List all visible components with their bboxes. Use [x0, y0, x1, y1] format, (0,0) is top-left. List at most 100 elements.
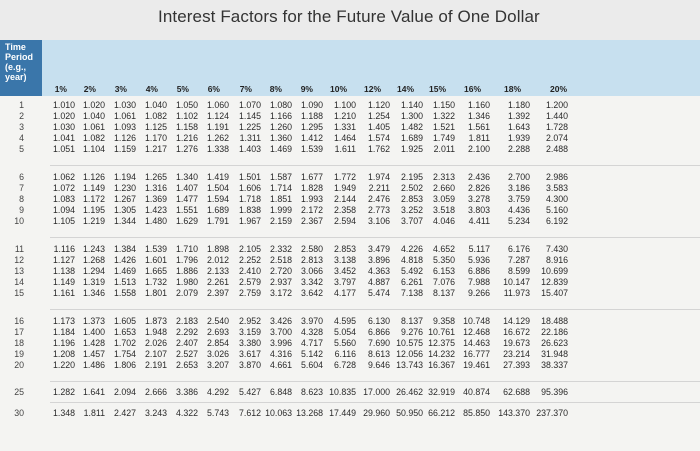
- factor-cell: 3.278: [467, 194, 490, 204]
- factor-cell: 8.623: [300, 387, 323, 397]
- factor-cell: 1.083: [52, 194, 75, 204]
- factor-cell: 1.200: [545, 100, 568, 110]
- factor-cell: 1.170: [144, 133, 167, 143]
- factor-cell: 1.521: [432, 122, 455, 132]
- factor-cell: 3.996: [269, 338, 292, 348]
- factor-cell: 1.811: [83, 408, 105, 418]
- factor-cell: 3.452: [333, 266, 356, 276]
- factor-cell: 3.106: [367, 216, 390, 226]
- factor-cell: 1.149: [52, 277, 75, 287]
- factor-cell: 1.762: [367, 144, 390, 154]
- factor-cell: 1.749: [432, 133, 455, 143]
- table-row: 17 1.184 1.400 1.653 1.948 2.292 2.693 3.159 3.7…: [0, 327, 700, 338]
- factor-cell: 2.397: [206, 288, 229, 298]
- factor-cell: 3.759: [507, 194, 530, 204]
- factor-cell: 10.835: [329, 387, 356, 397]
- factor-cell: 1.126: [113, 133, 136, 143]
- column-header: 1%: [54, 84, 67, 94]
- period-cell: 25: [14, 387, 24, 397]
- factor-cell: 22.186: [541, 327, 568, 337]
- factor-cell: 4.046: [432, 216, 455, 226]
- table-row: 25 1.282 1.641 2.094 2.666 3.386 4.292 5.427 6.8…: [0, 387, 700, 398]
- factor-cell: 1.020: [82, 100, 105, 110]
- factor-cell: 1.689: [400, 133, 423, 143]
- factor-cell: 2.700: [507, 172, 530, 182]
- factor-cell: 1.127: [52, 255, 75, 265]
- group-separator: [50, 237, 700, 238]
- factor-cell: 7.988: [467, 277, 490, 287]
- factor-cell: 16.367: [428, 360, 455, 370]
- factor-cell: 2.427: [113, 408, 136, 418]
- factor-cell: 3.518: [432, 205, 455, 215]
- table-row: 7 1.072 1.149 1.230 1.316 1.407 1.504 1.606 1.71…: [0, 183, 700, 194]
- column-header: 18%: [503, 84, 521, 94]
- factor-cell: 26.623: [541, 338, 568, 348]
- factor-cell: 1.322: [432, 111, 455, 121]
- factor-cell: 3.159: [238, 327, 261, 337]
- factor-cell: 1.220: [52, 360, 75, 370]
- factor-cell: 1.643: [507, 122, 530, 132]
- period-cell: 5: [19, 144, 24, 154]
- factor-cell: 1.180: [507, 100, 530, 110]
- factor-cell: 1.172: [82, 194, 105, 204]
- table-row: 10 1.105 1.219 1.344 1.480 1.629 1.791 1.967 2.1…: [0, 216, 700, 227]
- factor-cell: 3.426: [269, 316, 292, 326]
- factor-cell: 1.806: [113, 360, 136, 370]
- factor-cell: 1.116: [53, 244, 75, 254]
- factor-cell: 1.195: [82, 205, 105, 215]
- factor-cell: 19.461: [463, 360, 490, 370]
- factor-cell: 1.126: [82, 172, 105, 182]
- factor-cell: 1.254: [367, 111, 390, 121]
- factor-cell: 3.583: [545, 183, 568, 193]
- factor-cell: 1.230: [113, 183, 136, 193]
- factor-cell: 1.886: [175, 266, 198, 276]
- period-cell: 17: [14, 327, 24, 337]
- factor-cell: 5.492: [400, 266, 423, 276]
- factor-cell: 1.732: [144, 277, 167, 287]
- factor-cell: 11.973: [503, 288, 530, 298]
- factor-cell: 5.054: [333, 327, 356, 337]
- factor-cell: 1.093: [113, 122, 136, 132]
- factor-cell: 1.440: [545, 111, 568, 121]
- factor-cell: 1.392: [507, 111, 530, 121]
- factor-cell: 50.950: [396, 408, 423, 418]
- factor-cell: 3.642: [300, 288, 323, 298]
- factor-cell: 1.311: [239, 133, 261, 143]
- factor-cell: 9.266: [467, 288, 490, 298]
- column-header: 5%: [176, 84, 189, 94]
- factor-cell: 5.743: [206, 408, 229, 418]
- factor-cell: 1.948: [144, 327, 167, 337]
- factor-cell: 1.594: [206, 194, 229, 204]
- factor-cell: 3.386: [175, 387, 198, 397]
- factor-cell: 1.265: [144, 172, 167, 182]
- period-cell: 4: [19, 133, 24, 143]
- factor-cell: 4.292: [206, 387, 229, 397]
- factor-cell: 1.469: [269, 144, 292, 154]
- period-cell: 1: [19, 100, 24, 110]
- column-header: 8%: [269, 84, 282, 94]
- table-row: 3 1.030 1.061 1.093 1.125 1.158 1.191 1.225 1.26…: [0, 122, 700, 133]
- factor-cell: 2.195: [400, 172, 423, 182]
- factor-cell: 1.210: [333, 111, 356, 121]
- factor-cell: 16.672: [503, 327, 530, 337]
- period-cell: 30: [14, 408, 24, 418]
- factor-cell: 6.153: [432, 266, 455, 276]
- column-header: 9%: [300, 84, 313, 94]
- factor-cell: 1.061: [82, 122, 105, 132]
- factor-cell: 5.474: [367, 288, 390, 298]
- factor-cell: 1.061: [113, 111, 136, 121]
- factor-cell: 2.026: [144, 338, 167, 348]
- period-cell: 19: [14, 349, 24, 359]
- factor-cell: 1.262: [206, 133, 229, 143]
- factor-cell: 3.479: [367, 244, 390, 254]
- factor-cell: 1.319: [82, 277, 105, 287]
- factor-cell: 1.718: [238, 194, 261, 204]
- factor-cell: 1.605: [113, 316, 136, 326]
- factor-cell: 1.338: [206, 144, 229, 154]
- factor-cell: 1.689: [206, 205, 229, 215]
- factor-cell: 4.887: [367, 277, 390, 287]
- group-separator: [50, 165, 700, 166]
- factor-cell: 1.194: [113, 172, 136, 182]
- factor-cell: 5.427: [238, 387, 261, 397]
- factor-cell: 1.346: [467, 111, 490, 121]
